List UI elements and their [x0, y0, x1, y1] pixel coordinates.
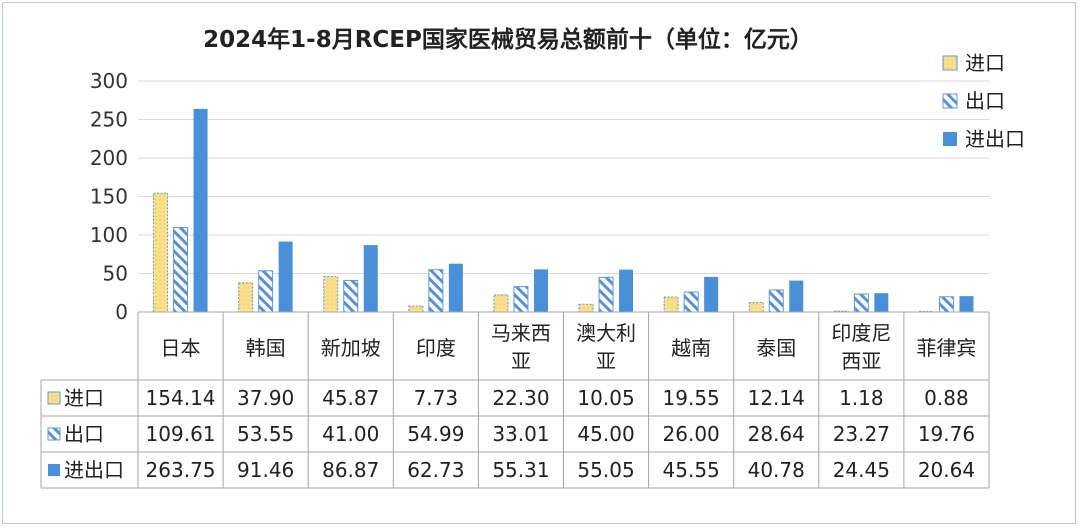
data-label: 22.30	[492, 386, 549, 410]
category-label: 澳大利	[576, 321, 636, 345]
y-tick-label: 50	[103, 262, 128, 286]
data-label: 12.14	[748, 386, 805, 410]
category-label: 马来西	[491, 321, 551, 345]
bar-进口	[748, 302, 764, 313]
row-key-出口	[47, 427, 61, 441]
data-label: 86.87	[322, 458, 379, 482]
bar-出口	[853, 293, 869, 313]
y-tick-label: 200	[90, 146, 128, 170]
bar-出口	[258, 270, 274, 313]
data-label: 19.55	[663, 386, 720, 410]
data-label: 7.73	[414, 386, 459, 410]
data-label: 41.00	[322, 422, 379, 446]
bar-进出口	[619, 269, 634, 312]
data-label: 37.90	[237, 386, 294, 410]
data-label: 40.78	[748, 458, 805, 482]
y-tick-label: 250	[90, 108, 128, 132]
bar-进出口	[874, 293, 889, 312]
bar-进出口	[533, 269, 548, 312]
bar-出口	[598, 276, 614, 313]
bar-进出口	[959, 296, 974, 312]
bar-出口	[768, 289, 784, 313]
bar-进出口	[278, 241, 293, 312]
data-label: 62.73	[407, 458, 464, 482]
category-label: 菲律宾	[916, 336, 976, 360]
bar-chart: 2024年1-8月RCEP国家医械贸易总额前十（单位：亿元） 0 50 100 150…	[40, 26, 1025, 489]
bar-进出口	[704, 276, 719, 312]
bar-进口	[663, 296, 679, 313]
legend-entry: 进口	[965, 51, 1005, 75]
data-label: 263.75	[146, 458, 216, 482]
bar-出口	[938, 296, 954, 313]
legend-key-进口	[942, 55, 958, 71]
data-label: 33.01	[492, 422, 549, 446]
bar-进出口	[193, 108, 208, 312]
category-label: 新加坡	[321, 336, 381, 360]
legend-key-进出口	[943, 132, 957, 146]
data-label: 20.64	[918, 458, 975, 482]
bar-进出口	[448, 263, 463, 312]
data-label: 91.46	[237, 458, 294, 482]
category-label: 日本	[161, 336, 201, 360]
bar-出口	[343, 279, 359, 313]
category-label: 越南	[671, 336, 711, 360]
data-label: 24.45	[833, 458, 890, 482]
data-label: 0.88	[924, 386, 969, 410]
category-label: 韩国	[246, 336, 286, 360]
bar-进口	[408, 305, 424, 313]
data-label: 55.05	[577, 458, 634, 482]
data-label: 45.00	[577, 422, 634, 446]
bar-进口	[323, 276, 339, 313]
bar-进出口	[789, 280, 804, 312]
data-label: 55.31	[492, 458, 549, 482]
legend-entry: 进出口	[965, 127, 1025, 151]
row-key-进口	[47, 391, 61, 405]
y-tick-label: 0	[115, 300, 128, 324]
data-label: 109.61	[146, 422, 216, 446]
y-tick-label: 150	[90, 185, 128, 209]
data-label: 54.99	[407, 422, 464, 446]
bar-进口	[238, 282, 254, 313]
legend-entry: 出口	[965, 89, 1005, 113]
category-label: 西亚	[841, 349, 881, 373]
row-header: 出口	[64, 422, 104, 446]
bar-进口	[578, 303, 594, 313]
y-tick-label: 300	[90, 69, 128, 93]
legend-key-出口	[942, 93, 958, 109]
data-label: 45.55	[663, 458, 720, 482]
data-label: 10.05	[577, 386, 634, 410]
bar-进出口	[363, 245, 378, 312]
row-key-进出口	[48, 464, 60, 476]
data-label: 45.87	[322, 386, 379, 410]
bar-进口	[493, 294, 509, 313]
category-label: 亚	[596, 349, 616, 373]
data-label: 19.76	[918, 422, 975, 446]
data-label: 154.14	[146, 386, 216, 410]
bar-出口	[428, 269, 444, 313]
bar-出口	[683, 291, 699, 313]
category-label: 泰国	[756, 336, 796, 360]
bar-出口	[173, 227, 189, 313]
data-label: 23.27	[833, 422, 890, 446]
row-header: 进出口	[64, 458, 124, 482]
bar-进口	[153, 192, 169, 313]
chart-title: 2024年1-8月RCEP国家医械贸易总额前十（单位：亿元）	[203, 26, 813, 53]
category-label: 印度	[416, 336, 456, 360]
data-label: 1.18	[839, 386, 884, 410]
category-label: 印度尼	[831, 321, 891, 345]
row-header: 进口	[64, 386, 104, 410]
category-label: 亚	[511, 349, 531, 373]
data-label: 53.55	[237, 422, 294, 446]
data-label: 28.64	[748, 422, 805, 446]
data-label: 26.00	[663, 422, 720, 446]
bar-出口	[513, 286, 529, 313]
y-tick-label: 100	[90, 223, 128, 247]
